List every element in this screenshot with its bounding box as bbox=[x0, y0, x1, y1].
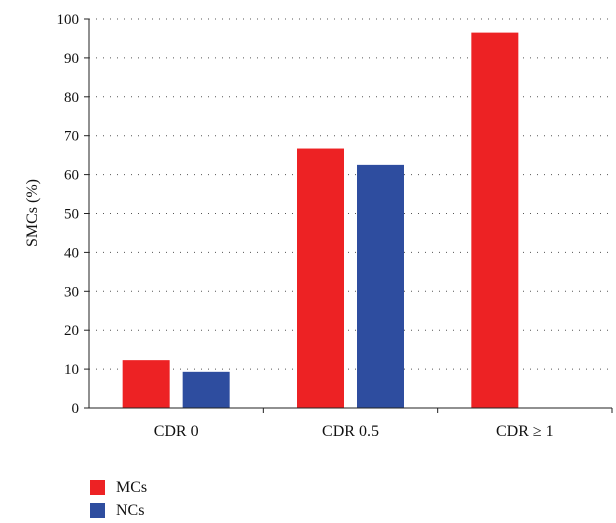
axes bbox=[84, 18, 613, 413]
category-label: CDR ≥ 1 bbox=[496, 423, 554, 440]
y-tick-label: 90 bbox=[64, 51, 79, 67]
category-labels: CDR 0 CDR 0.5 CDR ≥ 1 bbox=[154, 423, 554, 440]
bar-mcs bbox=[297, 148, 344, 409]
y-tick-label: 30 bbox=[64, 284, 79, 300]
legend-swatch-ncs bbox=[90, 503, 105, 518]
legend-item-mcs: MCs bbox=[90, 476, 147, 499]
legend: MCs NCs bbox=[90, 476, 147, 522]
gridlines bbox=[89, 18, 612, 370]
y-tick-label: 0 bbox=[72, 401, 80, 417]
bars bbox=[122, 32, 519, 409]
legend-swatch-mcs bbox=[90, 480, 105, 495]
y-tick-label: 80 bbox=[64, 90, 79, 106]
category-label: CDR 0 bbox=[154, 423, 199, 440]
y-tick-label: 50 bbox=[64, 207, 79, 223]
y-axis-title: SMCs (%) bbox=[24, 179, 41, 247]
legend-label-mcs: MCs bbox=[116, 478, 148, 496]
category-label: CDR 0.5 bbox=[322, 423, 379, 440]
legend-label-ncs: NCs bbox=[116, 501, 145, 519]
bar-mcs bbox=[471, 32, 519, 409]
y-tick-label: 10 bbox=[64, 362, 79, 378]
bar-ncs bbox=[182, 371, 230, 408]
y-tick-labels: 0 10 20 30 40 50 60 70 80 90 100 bbox=[57, 12, 80, 417]
y-tick-label: 60 bbox=[64, 168, 79, 184]
legend-item-ncs: NCs bbox=[90, 499, 147, 522]
bar-ncs bbox=[357, 164, 404, 408]
y-tick-label: 40 bbox=[64, 245, 79, 261]
y-tick-label: 70 bbox=[64, 129, 79, 145]
y-tick-label: 20 bbox=[64, 323, 79, 339]
y-tick-label: 100 bbox=[57, 12, 80, 28]
bar-mcs bbox=[122, 360, 170, 408]
